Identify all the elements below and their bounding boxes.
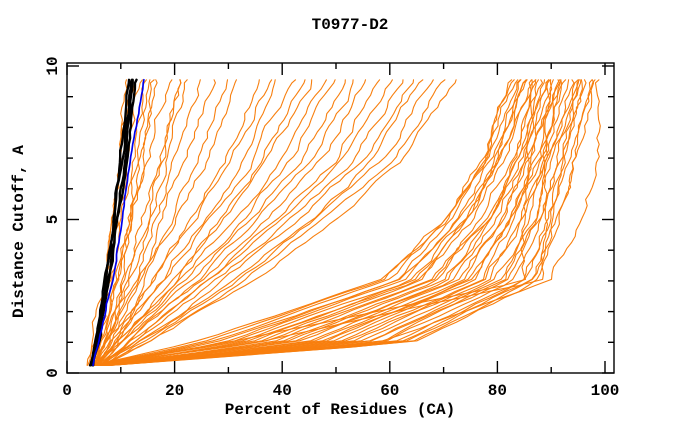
svg-text:5: 5 xyxy=(44,215,62,225)
svg-text:0: 0 xyxy=(62,382,72,400)
svg-text:0: 0 xyxy=(44,368,62,378)
svg-text:10: 10 xyxy=(44,56,62,75)
svg-text:100: 100 xyxy=(591,382,620,400)
chart-title: T0977-D2 xyxy=(311,16,389,34)
svg-text:60: 60 xyxy=(380,382,399,400)
y-axis-label: Distance Cutoff, A xyxy=(10,145,28,318)
svg-text:40: 40 xyxy=(273,382,292,400)
svg-text:80: 80 xyxy=(488,382,507,400)
x-axis-label: Percent of Residues (CA) xyxy=(224,401,456,419)
svg-text:20: 20 xyxy=(165,382,184,400)
